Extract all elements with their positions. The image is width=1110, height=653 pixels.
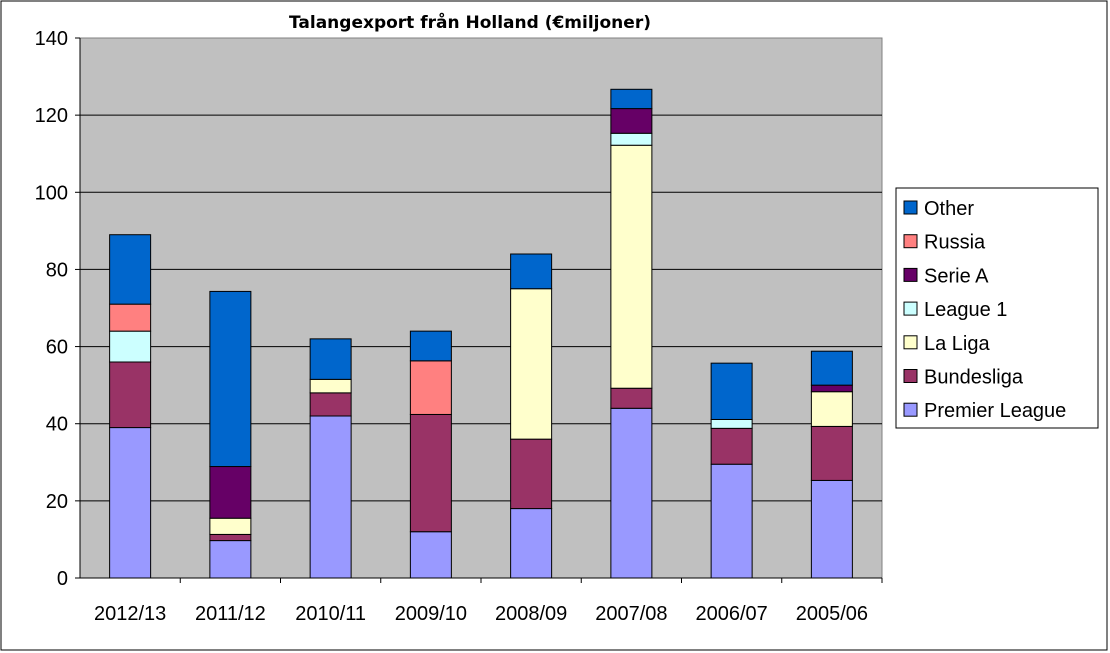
bar-segment-premier-league bbox=[109, 427, 152, 579]
y-tick-label: 80 bbox=[46, 259, 68, 281]
x-tick-label: 2010/11 bbox=[295, 603, 366, 625]
y-tick-label: 40 bbox=[46, 414, 68, 436]
bar-segment-other bbox=[309, 338, 352, 380]
x-tick-label: 2011/12 bbox=[195, 603, 266, 625]
legend-swatch bbox=[903, 267, 918, 282]
bar-segment-bundesliga bbox=[710, 427, 753, 465]
bar-segment-premier-league bbox=[409, 531, 452, 579]
legend-box bbox=[895, 187, 1099, 429]
bar-segment-bundesliga bbox=[409, 413, 452, 533]
plot-area: 0 20 40 60 80 100 120 140 2012/13 2011/12 2010/11 2… bbox=[35, 28, 883, 625]
bar-segment-bundesliga bbox=[610, 387, 653, 409]
bar-segment-serie-a bbox=[610, 108, 653, 134]
legend-label: Russia bbox=[924, 232, 986, 254]
x-tick-label: 2012/13 bbox=[94, 603, 166, 625]
bar-segment-premier-league bbox=[610, 407, 653, 579]
bar-segment-la-liga bbox=[610, 144, 653, 389]
x-tick-label: 2007/08 bbox=[595, 603, 667, 625]
bar-segment-other bbox=[610, 88, 653, 110]
y-tick-label: 60 bbox=[46, 337, 68, 359]
bar-segment-bundesliga bbox=[209, 533, 252, 542]
plot-background bbox=[79, 37, 883, 579]
bar-segment-la-liga bbox=[209, 517, 252, 535]
bar-segment-league-1 bbox=[610, 132, 653, 146]
bar-segment-other bbox=[510, 253, 553, 290]
bar-segment-other bbox=[810, 350, 853, 386]
x-tick-label: 2005/06 bbox=[796, 603, 868, 625]
bar-segment-other bbox=[209, 290, 252, 468]
bar-segment-premier-league bbox=[209, 540, 252, 579]
bar-segment-la-liga bbox=[309, 378, 352, 394]
legend-swatch bbox=[903, 234, 918, 249]
bar-segment-russia bbox=[409, 360, 452, 415]
y-tick-label: 120 bbox=[35, 105, 68, 127]
legend-label: Serie A bbox=[924, 265, 989, 287]
chart-title: Talangexport från Holland (€miljoner) bbox=[289, 11, 651, 33]
y-tick-label: 100 bbox=[35, 182, 68, 204]
y-tick-label: 0 bbox=[57, 568, 68, 590]
legend-label: Premier League bbox=[924, 400, 1066, 422]
bar-segment-premier-league bbox=[810, 479, 853, 579]
y-tick-label: 20 bbox=[46, 491, 68, 513]
bar-segment-bundesliga bbox=[810, 425, 853, 481]
bar-segment-premier-league bbox=[309, 415, 352, 579]
x-tick-label: 2008/09 bbox=[495, 603, 567, 625]
bar-segment-bundesliga bbox=[510, 438, 553, 510]
bar-segment-serie-a bbox=[209, 466, 252, 519]
y-tick-label: 140 bbox=[35, 28, 68, 50]
bar-segment-bundesliga bbox=[309, 392, 352, 417]
legend-swatch bbox=[903, 402, 918, 417]
bar-segment-other bbox=[710, 362, 753, 420]
bar-segment-la-liga bbox=[810, 391, 853, 427]
legend-label: Bundesliga bbox=[924, 367, 1024, 389]
legend-swatch bbox=[903, 369, 918, 383]
x-tick-label: 2006/07 bbox=[695, 603, 767, 625]
bar-segment-other bbox=[409, 330, 452, 362]
bar-segment-premier-league bbox=[510, 508, 553, 579]
legend: Other Russia Serie A League 1 La Liga Bundesl… bbox=[895, 187, 1099, 429]
bar-segment-serie-a bbox=[810, 384, 853, 393]
x-tick-label: 2009/10 bbox=[395, 603, 467, 625]
bar-segment-premier-league bbox=[710, 463, 753, 579]
bar-segment-la-liga bbox=[510, 288, 553, 440]
legend-swatch bbox=[903, 200, 918, 215]
bar-segment-other bbox=[109, 234, 152, 305]
bar-segment-russia bbox=[109, 303, 152, 332]
legend-swatch bbox=[903, 335, 918, 350]
legend-label: Other bbox=[924, 198, 974, 220]
bar-segment-league-1 bbox=[710, 418, 753, 429]
legend-label: League 1 bbox=[924, 299, 1007, 321]
bar-segment-bundesliga bbox=[109, 361, 152, 429]
legend-swatch bbox=[903, 301, 918, 316]
bar-segment-league-1 bbox=[109, 330, 152, 363]
legend-label: La Liga bbox=[924, 333, 990, 355]
